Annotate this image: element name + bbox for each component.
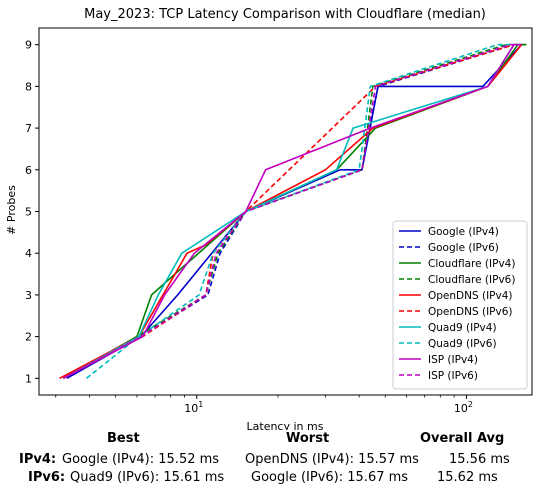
legend-box [392,220,528,390]
y-tick-label-3: 3 [25,289,32,302]
x-tick-label-100: 102 [454,400,473,415]
header-best: Best [107,431,140,446]
legend-label-3: Cloudflare (IPv6) [428,274,515,286]
series-line-0 [66,44,523,379]
x-tick-label-10: 101 [184,400,203,415]
y-tick-label-2: 2 [25,331,32,344]
ipv4-worst: OpenDNS (IPv4): 15.57 ms [245,452,419,467]
series-line-8 [62,43,522,380]
row-label-ipv4: IPv4: [19,452,57,467]
latency-line-chart: May_2023: TCP Latency Comparison with Cl… [5,7,533,430]
legend-label-8: ISP (IPv4) [428,354,478,366]
header-worst: Worst [286,431,330,446]
y-tick-label-7: 7 [25,122,32,135]
y-axis-label: # Probes [5,185,18,235]
ipv6-avg: 15.62 ms [437,470,498,485]
legend-label-9: ISP (IPv6) [428,370,478,382]
y-tick-label-1: 1 [25,372,32,385]
ipv6-worst: Google (IPv6): 15.67 ms [251,470,409,485]
y-tick-label-5: 5 [25,206,32,219]
legend-label-5: OpenDNS (IPv6) [428,306,513,318]
header-overall-avg: Overall Avg [420,431,505,446]
legend-label-7: Quad9 (IPv6) [428,338,497,350]
series-line-9 [62,43,522,380]
legend-label-6: Quad9 (IPv4) [428,322,497,334]
chart-title: May_2023: TCP Latency Comparison with Cl… [84,7,486,22]
ipv4-avg: 15.56 ms [449,452,510,467]
legend: Google (IPv4) Google (IPv6) Cloudflare (IP… [392,220,528,390]
legend-label-0: Google (IPv4) [428,226,499,238]
legend-label-1: Google (IPv6) [428,242,499,254]
x-axis-label: Latency in ms [247,420,324,430]
series-line-7 [86,43,522,379]
y-tick-label-4: 4 [25,247,32,260]
plot-area [59,43,527,380]
row-label-ipv6: IPv6: [28,470,66,485]
ipv6-best: Quad9 (IPv6): 15.61 ms [70,470,225,485]
ipv4-best: Google (IPv4): 15.52 ms [62,452,220,467]
y-tick-label-8: 8 [25,80,32,93]
y-tick-label-6: 6 [25,164,32,177]
summary-table: Best Worst Overall Avg IPv4: Google (IPv… [0,430,541,496]
y-tick-label-9: 9 [25,39,32,52]
legend-label-2: Cloudflare (IPv4) [428,258,515,270]
legend-label-4: OpenDNS (IPv4) [428,290,513,302]
